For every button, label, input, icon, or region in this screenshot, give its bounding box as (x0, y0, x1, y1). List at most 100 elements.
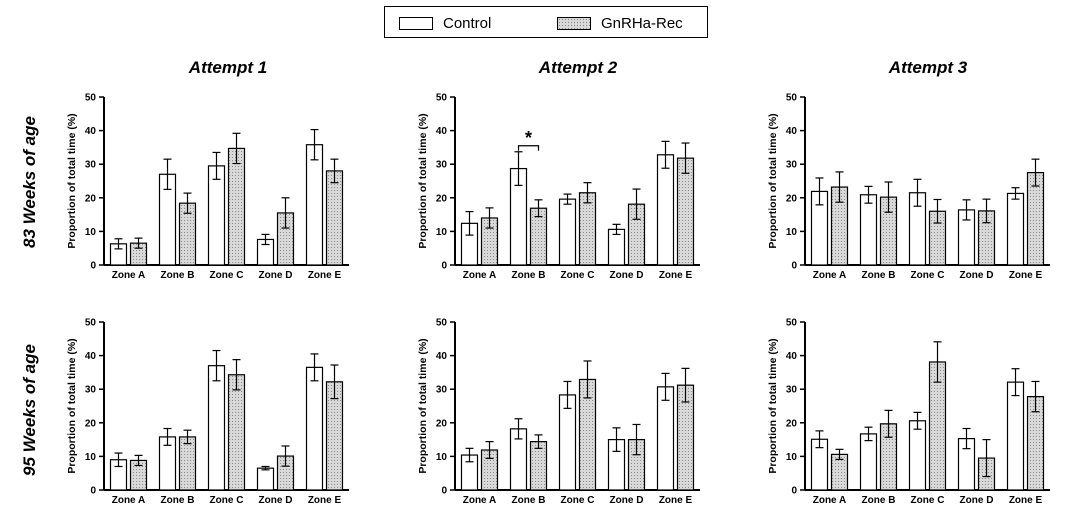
chart-1-y-tick-label-5: 50 (85, 93, 97, 104)
chart-2-bar-control-2 (558, 198, 577, 266)
chart-1-bar-control-4 (305, 144, 324, 266)
chart-4-x-tick-label-2: Zone C (210, 495, 244, 506)
chart-1-bar-treated-4 (325, 170, 344, 266)
chart-1-x-tick-label-3: Zone D (259, 270, 293, 281)
legend: Control GnRHa-Rec (384, 6, 708, 38)
chart-6-bar-control-1 (859, 433, 878, 491)
chart-4-y-tick-label-4: 40 (85, 351, 97, 362)
chart-6-bar-control-2 (908, 420, 927, 491)
chart-4-x-tick-label-4: Zone E (308, 495, 342, 506)
chart-6-x-tick-label-4: Zone E (1009, 495, 1043, 506)
chart-4-y-tick-label-5: 50 (85, 318, 97, 329)
chart-5-x-tick-label-4: Zone E (659, 495, 693, 506)
legend-item-control: Control (399, 15, 491, 32)
chart-3-x-tick-label-0: Zone A (813, 270, 847, 281)
chart-3-y-tick-label-0: 0 (791, 261, 797, 272)
chart-5-x-tick-label-0: Zone A (463, 495, 497, 506)
chart-4-y-axis-label: Proportion of total time (%) (66, 338, 78, 473)
column-title-attempt-2: Attempt 2 (538, 58, 618, 77)
chart-2-y-tick-label-3: 30 (436, 160, 448, 171)
chart-6-x-tick-label-2: Zone C (911, 495, 945, 506)
chart-1-y-tick-label-1: 10 (85, 227, 97, 238)
chart-4-y-tick-label-3: 30 (85, 385, 97, 396)
chart-2-x-tick-label-1: Zone B (512, 270, 546, 281)
chart-6-y-tick-label-4: 40 (786, 351, 798, 362)
column-title-attempt-3: Attempt 3 (888, 58, 968, 77)
chart-6-y-tick-label-5: 50 (786, 318, 798, 329)
chart-1-bar-treated-2 (227, 147, 246, 266)
chart-3-y-tick-label-1: 10 (786, 227, 798, 238)
chart-2-y-tick-label-1: 10 (436, 227, 448, 238)
chart-4-x-tick-label-3: Zone D (259, 495, 293, 506)
chart-4-y-tick-label-1: 10 (85, 452, 97, 463)
chart-1-x-tick-label-1: Zone B (161, 270, 195, 281)
chart-4-bar-treated-1 (178, 436, 197, 491)
chart-6-y-tick-label-1: 10 (786, 452, 798, 463)
chart-2-x-tick-label-0: Zone A (463, 270, 497, 281)
chart-4-x-tick-label-0: Zone A (112, 495, 146, 506)
chart-5-y-tick-label-0: 0 (441, 486, 447, 497)
legend-swatch-treated (557, 17, 591, 30)
chart-2-bar-control-4 (656, 154, 675, 266)
chart-4-bar-control-2 (207, 365, 226, 491)
chart-5-y-tick-label-1: 10 (436, 452, 448, 463)
chart-6-x-tick-label-1: Zone B (862, 495, 896, 506)
chart-2-y-tick-label-0: 0 (441, 261, 447, 272)
chart-6-x-tick-label-3: Zone D (960, 495, 994, 506)
chart-4-bar-control-3 (256, 467, 275, 491)
chart-5-bar-control-2 (558, 394, 577, 491)
chart-1-x-tick-label-0: Zone A (112, 270, 146, 281)
chart-6-y-tick-label-2: 20 (786, 418, 798, 429)
chart-3-x-tick-label-3: Zone D (960, 270, 994, 281)
chart-3-y-tick-label-4: 40 (786, 126, 798, 137)
chart-2-significance-marker: * (525, 128, 532, 148)
chart-2-significance-bracket (517, 145, 540, 151)
chart-3-bar-control-4 (1006, 192, 1025, 266)
chart-1-x-tick-label-2: Zone C (210, 270, 244, 281)
legend-swatch-control (399, 17, 433, 30)
legend-label-treated: GnRHa-Rec (601, 15, 683, 32)
chart-1-y-tick-label-2: 20 (85, 193, 97, 204)
chart-5-x-tick-label-2: Zone C (561, 495, 595, 506)
chart-5-y-tick-label-4: 40 (436, 351, 448, 362)
chart-3-y-tick-label-5: 50 (786, 93, 798, 104)
column-title-attempt-1: Attempt 1 (188, 58, 268, 77)
chart-5-y-tick-label-2: 20 (436, 418, 448, 429)
chart-5-y-tick-label-3: 30 (436, 385, 448, 396)
chart-2-y-tick-label-4: 40 (436, 126, 448, 137)
chart-5-x-tick-label-3: Zone D (610, 495, 644, 506)
chart-3-y-axis-label: Proportion of total time (%) (767, 113, 779, 248)
chart-6-x-tick-label-0: Zone A (813, 495, 847, 506)
chart-6-y-tick-label-0: 0 (791, 486, 797, 497)
chart-1-x-tick-label-4: Zone E (308, 270, 342, 281)
chart-2-x-tick-label-3: Zone D (610, 270, 644, 281)
chart-4-bar-treated-2 (227, 374, 246, 491)
chart-1-y-tick-label-0: 0 (90, 261, 96, 272)
chart-3-x-tick-label-2: Zone C (911, 270, 945, 281)
chart-2-y-tick-label-5: 50 (436, 93, 448, 104)
chart-2-x-tick-label-4: Zone E (659, 270, 693, 281)
chart-1-y-tick-label-3: 30 (85, 160, 97, 171)
legend-item-treated: GnRHa-Rec (557, 15, 683, 32)
chart-5-bar-control-4 (656, 386, 675, 491)
legend-label-control: Control (443, 15, 492, 32)
chart-2-bar-treated-2 (578, 192, 597, 266)
chart-5-y-axis-label: Proportion of total time (%) (417, 338, 429, 473)
chart-1-y-tick-label-4: 40 (85, 126, 97, 137)
chart-6-bar-control-4 (1006, 381, 1025, 491)
chart-4-y-tick-label-0: 0 (90, 486, 96, 497)
chart-5-x-tick-label-1: Zone B (512, 495, 546, 506)
chart-4-y-tick-label-2: 20 (85, 418, 97, 429)
chart-1-y-axis-label: Proportion of total time (%) (66, 113, 78, 248)
chart-2-y-axis-label: Proportion of total time (%) (417, 113, 429, 248)
chart-6-y-tick-label-3: 30 (786, 385, 798, 396)
chart-3-bar-control-1 (859, 194, 878, 266)
chart-3-y-tick-label-3: 30 (786, 160, 798, 171)
chart-3-y-tick-label-2: 20 (786, 193, 798, 204)
chart-4-bar-control-4 (305, 366, 324, 491)
chart-2-y-tick-label-2: 20 (436, 193, 448, 204)
chart-3-x-tick-label-4: Zone E (1009, 270, 1043, 281)
chart-4-x-tick-label-1: Zone B (161, 495, 195, 506)
chart-3-x-tick-label-1: Zone B (862, 270, 896, 281)
